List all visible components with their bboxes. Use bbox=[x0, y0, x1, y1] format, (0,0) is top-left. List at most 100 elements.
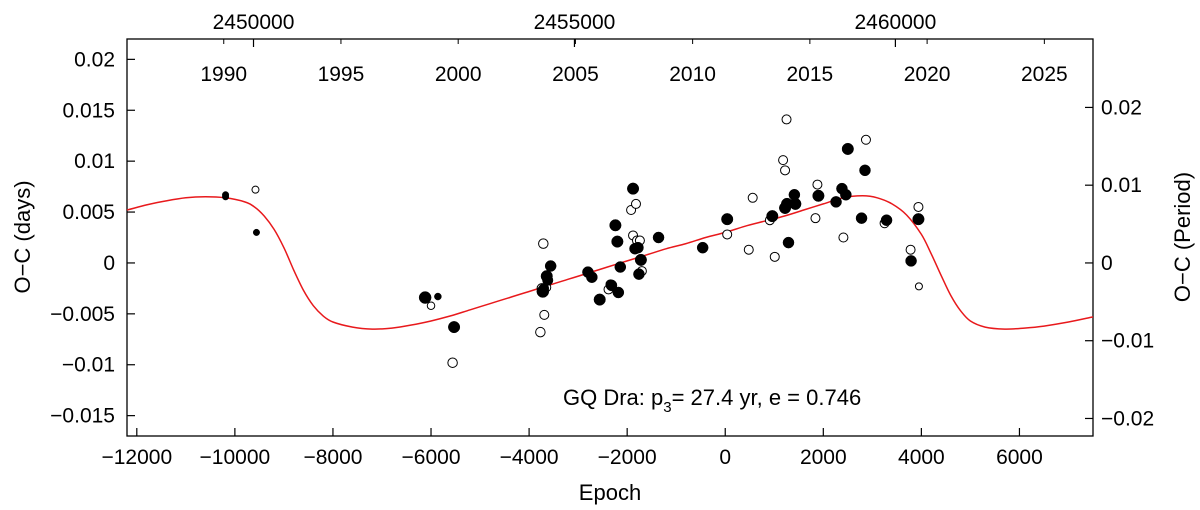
year-tick-label: 2020 bbox=[904, 63, 951, 86]
primary-minimum-point bbox=[434, 292, 442, 301]
year-tick-label: 1995 bbox=[318, 63, 365, 86]
y2-tick-label: 0 bbox=[1101, 252, 1113, 275]
y-axis-label: O−C (days) bbox=[10, 180, 35, 293]
tick-labels-layer: −12000 −10000 −8000 −6000 −4000 −2000 0 2000 400… bbox=[50, 11, 1154, 469]
primary-minimum-point bbox=[609, 219, 622, 232]
annotation-subscript: 3 bbox=[663, 399, 671, 416]
x-tick-label: −12000 bbox=[101, 446, 172, 469]
primary-minimum-point bbox=[605, 279, 618, 292]
primary-minimum-point bbox=[855, 212, 868, 224]
primary-minimum-point bbox=[782, 236, 795, 249]
primary-minimum-point bbox=[614, 261, 627, 273]
y-tick-label: 0.005 bbox=[62, 201, 115, 224]
axis-ticks bbox=[127, 39, 1093, 436]
primary-minimum-point bbox=[912, 213, 925, 226]
model-curve-layer bbox=[126, 195, 1094, 330]
primary-minimum-point bbox=[859, 164, 871, 177]
top-jd-tick-label: 2450000 bbox=[213, 11, 295, 34]
primary-minimum-point bbox=[612, 286, 625, 299]
primary-minimum-point bbox=[830, 196, 842, 208]
y2-tick-label: −0.02 bbox=[1101, 407, 1154, 430]
y2-axis-label: O−C (Period) bbox=[1170, 172, 1195, 302]
plot-frame bbox=[126, 38, 1094, 437]
primary-minimum-point bbox=[841, 142, 854, 155]
primary-minimum-point bbox=[766, 210, 779, 223]
secondary-minimum-point bbox=[780, 165, 791, 176]
y-tick-label: 0.015 bbox=[62, 99, 115, 122]
x-tick-label: −8000 bbox=[303, 446, 362, 469]
secondary-minimum-point bbox=[914, 282, 923, 291]
primary-minimum-point bbox=[627, 182, 640, 195]
secondary-minimum-point bbox=[781, 114, 792, 125]
secondary-minimum-point bbox=[913, 201, 924, 212]
x-tick-label: 6000 bbox=[996, 446, 1043, 469]
annotation-prefix: GQ Dra: p bbox=[563, 385, 663, 410]
secondary-minimum-point bbox=[538, 238, 549, 249]
primary-minimum-point bbox=[880, 214, 893, 226]
x-axis-label: Epoch bbox=[579, 480, 641, 505]
secondary-minimum-point bbox=[426, 301, 436, 310]
x-tick-label: −4000 bbox=[500, 446, 559, 469]
primary-minimum-point bbox=[418, 291, 432, 304]
y-tick-label: −0.015 bbox=[50, 405, 115, 428]
x-tick-label: 0 bbox=[719, 446, 731, 469]
primary-minimum-point bbox=[544, 260, 557, 272]
primary-minimum-point bbox=[634, 253, 647, 266]
primary-minimum-point bbox=[840, 188, 852, 201]
secondary-minimum-point bbox=[810, 213, 821, 224]
year-tick-label: 2010 bbox=[669, 63, 716, 86]
primary-minimum-point bbox=[586, 271, 598, 283]
x-tick-label: −10000 bbox=[200, 446, 271, 469]
secondary-minimum-point bbox=[535, 326, 546, 338]
x-tick-label: −2000 bbox=[598, 446, 657, 469]
primary-minimum-point bbox=[696, 241, 709, 254]
top-jd-tick-label: 2460000 bbox=[855, 11, 937, 34]
y-tick-label: −0.005 bbox=[50, 303, 115, 326]
secondary-minimum-point bbox=[860, 134, 871, 145]
secondary-minimum-point bbox=[769, 251, 780, 262]
y2-tick-label: 0.02 bbox=[1101, 96, 1142, 119]
secondary-minimum-point bbox=[812, 179, 823, 190]
year-tick-label: 1990 bbox=[200, 63, 247, 86]
data-points-layer bbox=[222, 114, 925, 368]
model-curve-line bbox=[126, 195, 1094, 330]
primary-minimum-point bbox=[222, 193, 230, 201]
primary-minimum-point bbox=[542, 274, 554, 286]
y-tick-label: −0.01 bbox=[62, 354, 115, 377]
primary-minimum-point bbox=[448, 321, 461, 334]
secondary-minimum-point bbox=[838, 232, 849, 243]
primary-minimum-point bbox=[632, 241, 644, 254]
primary-minimum-point bbox=[789, 197, 802, 210]
annotation-suffix: = 27.4 yr, e = 0.746 bbox=[672, 385, 862, 410]
secondary-minimum-point bbox=[743, 244, 754, 255]
secondary-minimum-point bbox=[722, 229, 733, 240]
secondary-minimum-point bbox=[778, 155, 789, 166]
primary-minimum-point bbox=[593, 293, 606, 306]
y-tick-label: 0.01 bbox=[74, 150, 115, 173]
secondary-minimum-point bbox=[905, 244, 916, 255]
primary-minimum-point bbox=[252, 228, 260, 236]
y2-tick-label: −0.01 bbox=[1101, 330, 1154, 353]
primary-minimum-point bbox=[721, 213, 734, 226]
primary-minimum-point bbox=[905, 255, 917, 267]
year-tick-label: 2000 bbox=[435, 63, 482, 86]
x-tick-label: 2000 bbox=[800, 446, 847, 469]
year-tick-label: 2015 bbox=[787, 63, 834, 86]
x-tick-label: 4000 bbox=[898, 446, 945, 469]
primary-minimum-point bbox=[652, 231, 665, 244]
chart-annotation: GQ Dra: p3= 27.4 yr, e = 0.746 bbox=[563, 385, 861, 416]
secondary-minimum-point bbox=[251, 185, 260, 194]
secondary-minimum-point bbox=[447, 357, 458, 368]
y-tick-label: 0.02 bbox=[74, 48, 115, 71]
y-tick-label: 0 bbox=[103, 252, 115, 275]
primary-minimum-point bbox=[633, 268, 645, 280]
secondary-minimum-point bbox=[630, 198, 641, 209]
primary-minimum-point bbox=[611, 235, 624, 248]
year-tick-label: 2025 bbox=[1021, 63, 1068, 86]
secondary-minimum-point bbox=[747, 192, 758, 203]
year-tick-label: 2005 bbox=[552, 63, 599, 86]
primary-minimum-point bbox=[812, 189, 825, 202]
top-jd-tick-label: 2455000 bbox=[534, 11, 616, 34]
